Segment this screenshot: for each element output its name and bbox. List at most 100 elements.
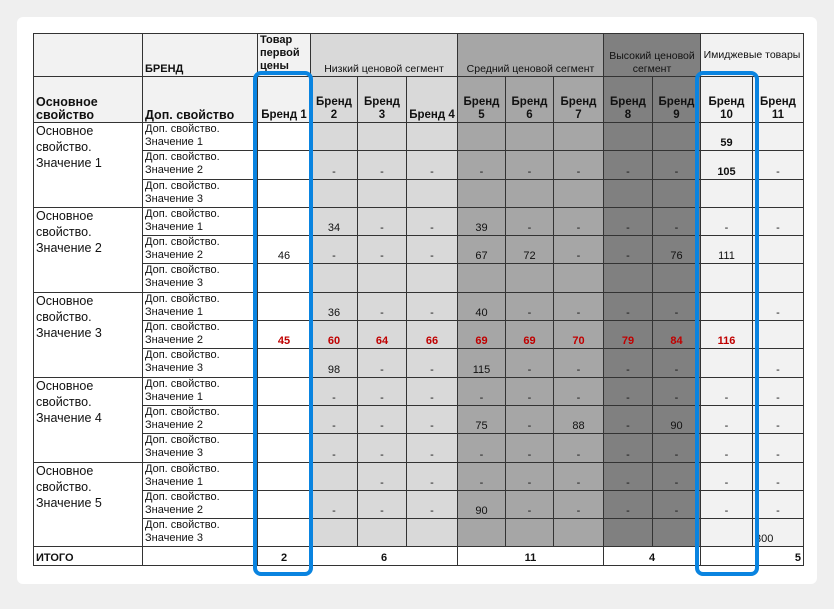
value-cell-brand-10: 105 bbox=[700, 150, 753, 180]
value-cell-brand-4 bbox=[406, 518, 458, 548]
value-cell-brand-11 bbox=[752, 320, 804, 350]
main-prop-header: Основное свойство bbox=[33, 76, 143, 123]
value-cell-brand-6 bbox=[505, 263, 554, 293]
value-cell-brand-7: - bbox=[553, 376, 604, 406]
value-cell-brand-4: - bbox=[406, 150, 458, 180]
value-cell-brand-3: - bbox=[357, 150, 407, 180]
value-cell-brand-10: - bbox=[700, 433, 753, 463]
extra-prop-cell: Доп. свойство. Значение 1 bbox=[142, 291, 258, 322]
table-row: Основное свойство. Значение 3 Доп. свойст… bbox=[33, 291, 804, 378]
value-cell-brand-8 bbox=[603, 518, 653, 548]
brand-header-4: Бренд 4 bbox=[406, 76, 458, 123]
value-cell-brand-4 bbox=[406, 121, 458, 152]
brand-header-9: Бренд 9 bbox=[652, 76, 701, 123]
value-cell-brand-6: - bbox=[505, 348, 554, 378]
segment-image-header: Имиджевые товары bbox=[700, 33, 804, 77]
value-cell-brand-9: - bbox=[652, 461, 701, 491]
value-cell-brand-1 bbox=[257, 206, 311, 237]
value-cell-brand-11: - bbox=[752, 376, 804, 406]
value-cell-brand-10: - bbox=[700, 404, 753, 435]
value-cell-brand-8: - bbox=[603, 235, 653, 265]
value-cell-brand-3: - bbox=[357, 461, 407, 491]
total-first-price: 2 bbox=[257, 546, 311, 567]
value-cell-brand-2: - bbox=[310, 404, 358, 435]
value-cell-brand-2 bbox=[310, 461, 358, 491]
value-cell-brand-9 bbox=[652, 178, 701, 208]
value-cell-brand-6: - bbox=[505, 376, 554, 406]
total-mid: 11 bbox=[457, 546, 604, 567]
value-cell-brand-5: 67 bbox=[457, 235, 506, 265]
value-cell-brand-6: - bbox=[505, 291, 554, 322]
value-cell-brand-8: - bbox=[603, 489, 653, 520]
value-cell-brand-7: 70 bbox=[553, 320, 604, 350]
value-cell-brand-11: - bbox=[752, 291, 804, 322]
value-cell-brand-6 bbox=[505, 121, 554, 152]
value-cell-brand-9: - bbox=[652, 291, 701, 322]
value-cell-brand-10 bbox=[700, 348, 753, 378]
main-prop-cell: Основное свойство. Значение 1 bbox=[33, 122, 143, 208]
brand-header-6: Бренд 6 bbox=[505, 76, 554, 123]
value-cell-brand-6: - bbox=[505, 206, 554, 237]
value-cell-brand-11: - bbox=[752, 206, 804, 237]
value-cell-brand-11: - bbox=[752, 461, 804, 491]
value-cell-brand-2: - bbox=[310, 150, 358, 180]
brand-header-2: Бренд 2 bbox=[310, 76, 358, 123]
extra-prop-cell: Доп. свойство. Значение 1 bbox=[142, 461, 258, 491]
value-cell-brand-11: - bbox=[752, 433, 804, 463]
table-row: Доп. свойство. Значение 2- - -90- - - - - - bbox=[34, 489, 804, 520]
value-cell-brand-7: - bbox=[553, 348, 604, 378]
value-cell-brand-4: - bbox=[406, 433, 458, 463]
value-cell-brand-7: - bbox=[553, 291, 604, 322]
value-cell-brand-10: 111 bbox=[700, 235, 753, 265]
value-cell-brand-8: - bbox=[603, 291, 653, 322]
value-cell-brand-10 bbox=[700, 291, 753, 322]
main-prop-cell: Основное свойство. Значение 5 bbox=[33, 461, 143, 548]
value-cell-brand-7: - bbox=[553, 461, 604, 491]
extra-prop-cell: Доп. свойство. Значение 1 bbox=[142, 206, 258, 237]
total-empty bbox=[142, 546, 258, 567]
value-cell-brand-11: - bbox=[752, 404, 804, 435]
value-cell-brand-3: - bbox=[357, 291, 407, 322]
table-row: Доп. свойство. Значение 2 45 60 64 66 69 69 70 7… bbox=[34, 320, 804, 350]
value-cell-brand-9: - bbox=[652, 489, 701, 520]
table-row: Доп. свойство. Значение 3 98- -115- - - - - bbox=[34, 348, 804, 378]
extra-prop-cell: Доп. свойство. Значение 3 bbox=[142, 348, 258, 378]
value-cell-brand-3: - bbox=[357, 206, 407, 237]
value-cell-brand-1 bbox=[257, 348, 311, 378]
total-image: 5 bbox=[700, 546, 804, 567]
value-cell-brand-9: 76 bbox=[652, 235, 701, 265]
value-cell-brand-4: - bbox=[406, 376, 458, 406]
value-cell-brand-5: 90 bbox=[457, 489, 506, 520]
extra-prop-cell: Доп. свойство. Значение 3 bbox=[142, 178, 258, 208]
value-cell-brand-6: - bbox=[505, 489, 554, 520]
value-cell-brand-9: - bbox=[652, 150, 701, 180]
value-cell-brand-8: - bbox=[603, 376, 653, 406]
value-cell-brand-4: - bbox=[406, 404, 458, 435]
table-row: Основное свойство. Значение 5 Доп. свойст… bbox=[33, 461, 804, 548]
extra-prop-cell: Доп. свойство. Значение 3 bbox=[142, 263, 258, 293]
value-cell-brand-9: - bbox=[652, 206, 701, 237]
extra-prop-cell: Доп. свойство. Значение 2 bbox=[142, 320, 258, 350]
extra-prop-cell: Доп. свойство. Значение 2 bbox=[142, 235, 258, 265]
extra-prop-cell: Доп. свойство. Значение 2 bbox=[142, 489, 258, 520]
value-cell-brand-10 bbox=[700, 518, 753, 548]
value-cell-brand-8: - bbox=[603, 404, 653, 435]
value-cell-brand-1: 46 bbox=[257, 235, 311, 265]
brand-header-8: Бренд 8 bbox=[603, 76, 653, 123]
value-cell-brand-10 bbox=[700, 263, 753, 293]
value-cell-brand-4: - bbox=[406, 461, 458, 491]
brand-header-1: Бренд 1 bbox=[257, 76, 311, 123]
table-row: Доп. свойство. Значение 3 300 bbox=[34, 518, 804, 548]
value-cell-brand-1 bbox=[257, 121, 311, 152]
value-cell-brand-10 bbox=[700, 178, 753, 208]
value-cell-brand-2 bbox=[310, 121, 358, 152]
value-cell-brand-1 bbox=[257, 291, 311, 322]
value-cell-brand-6: - bbox=[505, 150, 554, 180]
value-cell-brand-2: - bbox=[310, 376, 358, 406]
extra-prop-cell: Доп. свойство. Значение 3 bbox=[142, 518, 258, 548]
value-cell-brand-9: - bbox=[652, 348, 701, 378]
extra-prop-cell: Доп. свойство. Значение 2 bbox=[142, 150, 258, 180]
value-cell-brand-7: 88 bbox=[553, 404, 604, 435]
value-cell-brand-7: - bbox=[553, 235, 604, 265]
value-cell-brand-1 bbox=[257, 433, 311, 463]
